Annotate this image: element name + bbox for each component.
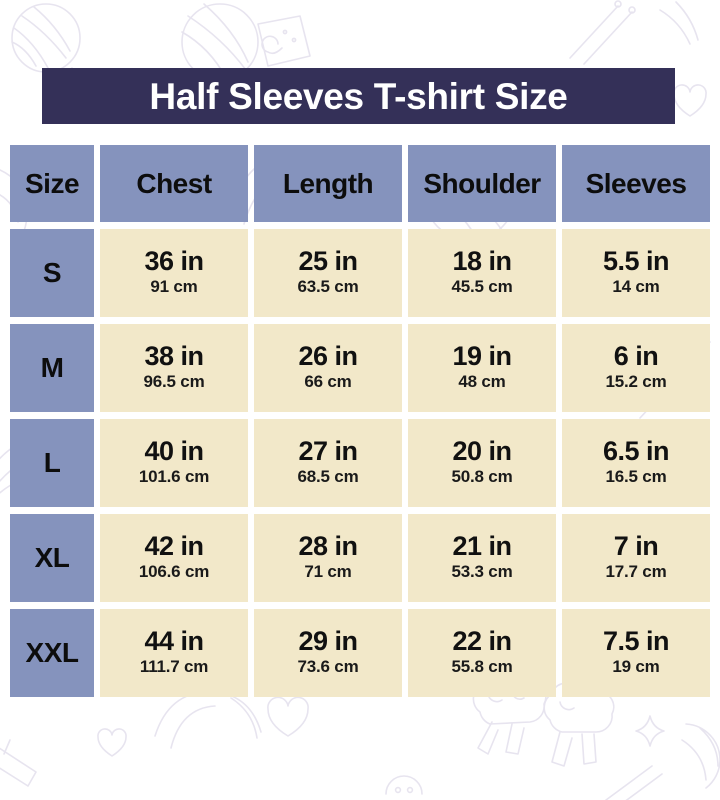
value-centimeters: 55.8 cm <box>451 656 513 676</box>
cell-length: 29 in 73.6 cm <box>254 609 402 697</box>
value-centimeters: 15.2 cm <box>605 371 667 391</box>
value-centimeters: 106.6 cm <box>138 561 210 581</box>
value-inches: 6 in <box>613 341 659 372</box>
column-header-label: Chest <box>136 167 212 199</box>
value-inches: 27 in <box>298 436 358 467</box>
size-label: M <box>40 352 64 383</box>
value-inches: 7 in <box>613 531 659 562</box>
cell-shoulder: 19 in 48 cm <box>408 324 556 412</box>
cell-sleeves: 7.5 in 19 cm <box>562 609 710 697</box>
title-banner: Half Sleeves T-shirt Size <box>42 68 675 124</box>
cell-shoulder: 21 in 53.3 cm <box>408 514 556 602</box>
cell-chest: 38 in 96.5 cm <box>100 324 248 412</box>
size-table: Size Chest Length Shoulder Sleeves S 36 … <box>10 145 710 704</box>
value-inches: 21 in <box>452 531 512 562</box>
value-centimeters: 53.3 cm <box>451 561 513 581</box>
value-inches: 7.5 in <box>602 626 670 657</box>
cell-shoulder: 22 in 55.8 cm <box>408 609 556 697</box>
cell-sleeves: 6.5 in 16.5 cm <box>562 419 710 507</box>
value-inches: 26 in <box>298 341 358 372</box>
value-centimeters: 66 cm <box>304 371 352 391</box>
value-inches: 22 in <box>452 626 512 657</box>
value-inches: 19 in <box>452 341 512 372</box>
cell-chest: 40 in 101.6 cm <box>100 419 248 507</box>
column-header-shoulder: Shoulder <box>408 145 556 222</box>
column-header-label: Size <box>24 167 80 199</box>
size-label: L <box>43 447 61 478</box>
cell-shoulder: 20 in 50.8 cm <box>408 419 556 507</box>
value-centimeters: 68.5 cm <box>297 466 359 486</box>
value-centimeters: 19 cm <box>612 656 660 676</box>
value-centimeters: 96.5 cm <box>143 371 205 391</box>
value-inches: 5.5 in <box>602 246 670 277</box>
cell-length: 27 in 68.5 cm <box>254 419 402 507</box>
cell-sleeves: 6 in 15.2 cm <box>562 324 710 412</box>
value-centimeters: 17.7 cm <box>605 561 667 581</box>
value-inches: 36 in <box>144 246 204 277</box>
value-inches: 25 in <box>298 246 358 277</box>
value-centimeters: 45.5 cm <box>451 276 513 296</box>
table-row: L 40 in 101.6 cm 27 in 68.5 cm 20 in 50.… <box>10 419 710 507</box>
value-inches: 18 in <box>452 246 512 277</box>
value-centimeters: 73.6 cm <box>297 656 359 676</box>
value-centimeters: 111.7 cm <box>139 656 209 676</box>
cell-chest: 42 in 106.6 cm <box>100 514 248 602</box>
cell-sleeves: 7 in 17.7 cm <box>562 514 710 602</box>
column-header-chest: Chest <box>100 145 248 222</box>
row-size-cell: M <box>10 324 94 412</box>
value-centimeters: 91 cm <box>150 276 198 296</box>
cell-length: 28 in 71 cm <box>254 514 402 602</box>
cell-length: 25 in 63.5 cm <box>254 229 402 317</box>
table-row: S 36 in 91 cm 25 in 63.5 cm 18 in 45.5 c… <box>10 229 710 317</box>
row-size-cell: L <box>10 419 94 507</box>
column-header-length: Length <box>254 145 402 222</box>
value-inches: 42 in <box>144 531 204 562</box>
row-size-cell: S <box>10 229 94 317</box>
column-header-sleeves: Sleeves <box>562 145 710 222</box>
column-header-label: Length <box>282 167 374 199</box>
value-centimeters: 101.6 cm <box>138 466 210 486</box>
column-header-label: Sleeves <box>585 167 687 199</box>
table-header-row: Size Chest Length Shoulder Sleeves <box>10 145 710 222</box>
cell-shoulder: 18 in 45.5 cm <box>408 229 556 317</box>
size-label: XXL <box>25 637 79 668</box>
column-header-size: Size <box>10 145 94 222</box>
page-title: Half Sleeves T-shirt Size <box>149 75 568 117</box>
value-inches: 6.5 in <box>602 436 670 467</box>
value-centimeters: 50.8 cm <box>451 466 513 486</box>
value-centimeters: 48 cm <box>458 371 506 391</box>
row-size-cell: XXL <box>10 609 94 697</box>
value-centimeters: 14 cm <box>612 276 660 296</box>
value-inches: 28 in <box>298 531 358 562</box>
value-inches: 44 in <box>144 626 204 657</box>
cell-chest: 36 in 91 cm <box>100 229 248 317</box>
value-centimeters: 63.5 cm <box>297 276 359 296</box>
value-inches: 38 in <box>144 341 204 372</box>
table-row: M 38 in 96.5 cm 26 in 66 cm 19 in 48 cm … <box>10 324 710 412</box>
size-label: XL <box>34 542 70 573</box>
value-inches: 29 in <box>298 626 358 657</box>
value-centimeters: 16.5 cm <box>605 466 667 486</box>
column-header-label: Shoulder <box>423 167 541 199</box>
cell-chest: 44 in 111.7 cm <box>100 609 248 697</box>
value-inches: 40 in <box>144 436 204 467</box>
table-row: XXL 44 in 111.7 cm 29 in 73.6 cm 22 in 5… <box>10 609 710 697</box>
value-centimeters: 71 cm <box>304 561 352 581</box>
cell-length: 26 in 66 cm <box>254 324 402 412</box>
value-inches: 20 in <box>452 436 512 467</box>
table-row: XL 42 in 106.6 cm 28 in 71 cm 21 in 53.3… <box>10 514 710 602</box>
size-label: S <box>42 257 62 288</box>
cell-sleeves: 5.5 in 14 cm <box>562 229 710 317</box>
row-size-cell: XL <box>10 514 94 602</box>
